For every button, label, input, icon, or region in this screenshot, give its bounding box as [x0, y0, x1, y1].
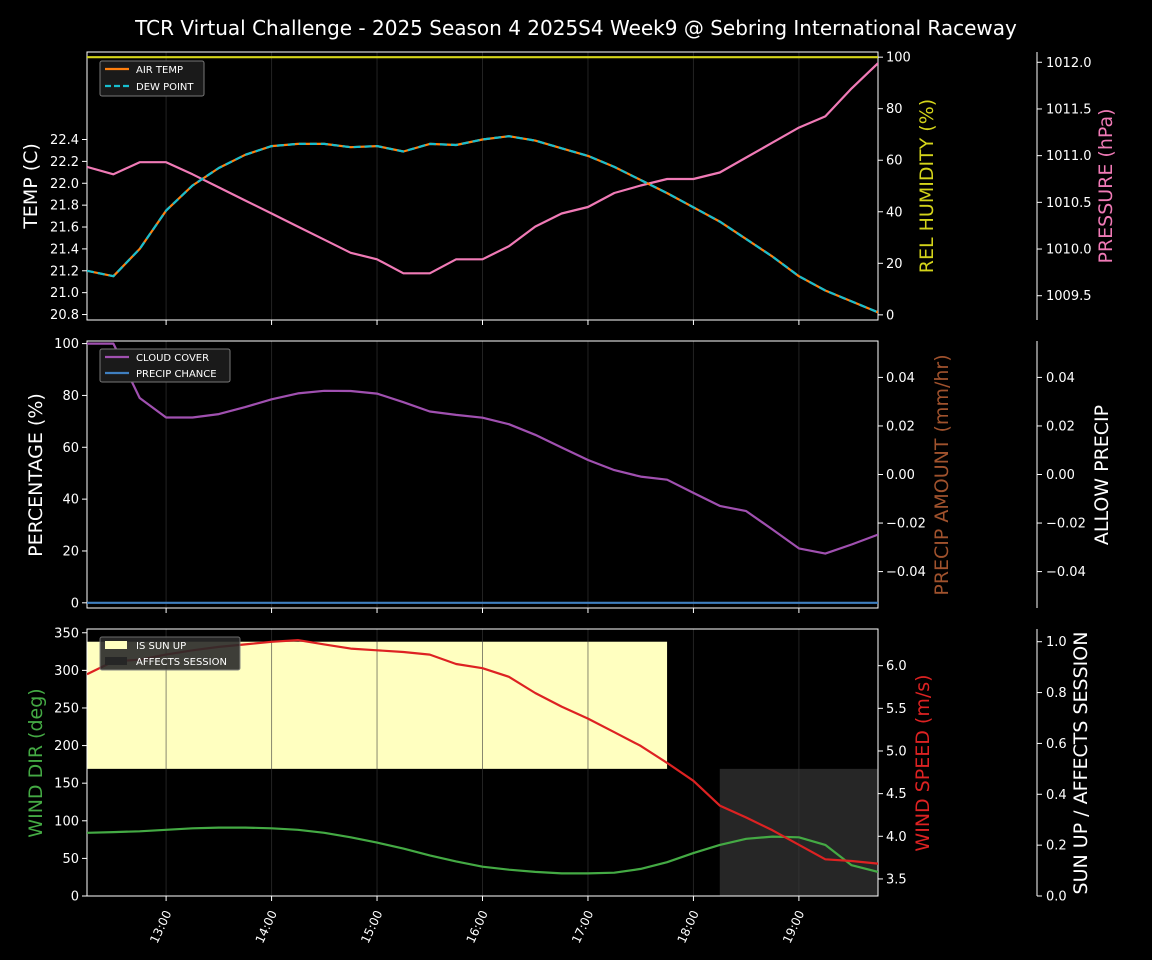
right2-tick-label-1-4: 0.04 [1046, 371, 1075, 386]
allow-precip-axis-label: ALLOW PRECIP [1091, 405, 1113, 545]
left-tick-label-0-6: 22.0 [50, 177, 79, 192]
legend-sun-up-label: IS SUN UP [136, 641, 186, 652]
wind-dir-line [87, 826, 878, 875]
right2-tick-label-0-5: 1012.0 [1046, 56, 1092, 71]
left-tick-label-1-5: 100 [54, 337, 79, 352]
right-tick-label-2-2: 4.5 [886, 787, 907, 802]
right2-tick-label-2-0: 0.0 [1046, 890, 1067, 905]
left-tick-label-1-4: 80 [62, 389, 79, 404]
cloud-legend-box [99, 348, 231, 383]
right2-tick-label-2-2: 0.4 [1046, 788, 1067, 803]
legend-cloud-cover-label: CLOUD COVER [136, 353, 209, 364]
right-tick-label-0-2: 40 [886, 205, 903, 220]
left-tick-label-0-0: 20.8 [50, 308, 79, 323]
panel-frame-2 [86, 628, 879, 897]
right2-tick-label-1-3: 0.02 [1046, 419, 1075, 434]
right-tick-label-0-5: 100 [886, 51, 911, 66]
left-tick-label-0-7: 22.2 [50, 155, 79, 170]
sun-affects-axis-label: SUN UP / AFFECTS SESSION [1070, 632, 1092, 895]
panel-frame-0 [86, 51, 879, 321]
chart-title: TCR Virtual Challenge - 2025 Season 4 20… [134, 16, 1017, 40]
percentage-axis-label: PERCENTAGE (%) [25, 393, 47, 557]
right-tick-label-2-0: 3.5 [886, 872, 907, 887]
right2-tick-label-0-0: 1009.5 [1046, 289, 1092, 304]
pressure-axis-label: PRESSURE (hPa) [1095, 108, 1117, 263]
right-tick-label-2-3: 5.0 [886, 744, 907, 759]
right-tick-label-2-5: 6.0 [886, 659, 907, 674]
legend-air-temp-label: AIR TEMP [136, 65, 183, 76]
right2-tick-label-0-3: 1011.0 [1046, 149, 1092, 164]
left-tick-label-2-2: 100 [54, 814, 79, 829]
legend-dew-point-label: DEW POINT [136, 82, 194, 93]
left-tick-label-0-8: 22.4 [50, 133, 79, 148]
cloud-cover-line [87, 342, 878, 555]
right-tick-label-0-3: 60 [886, 154, 903, 169]
left-tick-label-1-0: 0 [71, 596, 79, 611]
left-tick-label-2-3: 150 [54, 777, 79, 792]
legend-affects-session-swatch [105, 657, 127, 665]
wind-dir-axis-label: WIND DIR (deg) [25, 688, 47, 837]
left-tick-label-2-7: 350 [54, 626, 79, 641]
legend-affects-session-label: AFFECTS SESSION [136, 657, 227, 668]
right-tick-label-0-4: 80 [886, 102, 903, 117]
dew-point-line [87, 135, 878, 314]
right-tick-label-0-0: 0 [886, 308, 894, 323]
left-tick-label-0-5: 21.8 [50, 199, 79, 214]
left-tick-label-0-2: 21.2 [50, 264, 79, 279]
left-tick-label-1-2: 40 [62, 493, 79, 508]
right-tick-label-2-1: 4.0 [886, 830, 907, 845]
temp-axis-label: TEMP (C) [20, 143, 42, 230]
right-tick-label-0-1: 20 [886, 257, 903, 272]
right2-tick-label-0-2: 1010.5 [1046, 196, 1092, 211]
right-tick-label-2-4: 5.5 [886, 702, 907, 717]
precip-amount-axis-label: PRECIP AMOUNT (mm/hr) [931, 354, 953, 595]
right2-tick-label-2-3: 0.6 [1046, 737, 1067, 752]
legend-sun-up-swatch [105, 641, 127, 649]
right2-tick-label-2-5: 1.0 [1046, 635, 1067, 650]
right2-tick-label-1-1: −0.02 [1046, 517, 1086, 532]
right2-tick-label-0-1: 1010.0 [1046, 243, 1092, 258]
left-tick-label-1-3: 60 [62, 441, 79, 456]
wind-legend-box [99, 636, 241, 671]
left-tick-label-0-1: 21.0 [50, 286, 79, 301]
left-tick-label-0-3: 21.4 [50, 242, 79, 257]
left-tick-label-2-6: 300 [54, 664, 79, 679]
right2-tick-label-2-1: 0.2 [1046, 839, 1067, 854]
right-tick-label-1-2: 0.00 [886, 468, 915, 483]
humidity-axis-label: REL HUMIDITY (%) [916, 99, 938, 273]
left-tick-label-0-4: 21.6 [50, 221, 79, 236]
legend-precip-chance-label: PRECIP CHANCE [136, 369, 217, 380]
right2-tick-label-0-4: 1011.5 [1046, 102, 1092, 117]
right-tick-label-1-4: 0.04 [886, 371, 915, 386]
right2-tick-label-1-0: −0.04 [1046, 565, 1086, 580]
left-tick-label-2-1: 50 [62, 852, 79, 867]
pressure-line [87, 62, 878, 275]
right-tick-label-1-3: 0.02 [886, 419, 915, 434]
left-tick-label-2-0: 0 [71, 890, 79, 905]
left-tick-label-1-1: 20 [62, 544, 79, 559]
wind-speed-axis-label: WIND SPEED (m/s) [912, 674, 934, 851]
right-tick-label-1-0: −0.04 [886, 565, 926, 580]
right2-tick-label-1-2: 0.00 [1046, 468, 1075, 483]
left-tick-label-2-4: 200 [54, 739, 79, 754]
right2-tick-label-2-4: 0.8 [1046, 686, 1067, 701]
left-tick-label-2-5: 250 [54, 701, 79, 716]
right-tick-label-1-1: −0.02 [886, 517, 926, 532]
